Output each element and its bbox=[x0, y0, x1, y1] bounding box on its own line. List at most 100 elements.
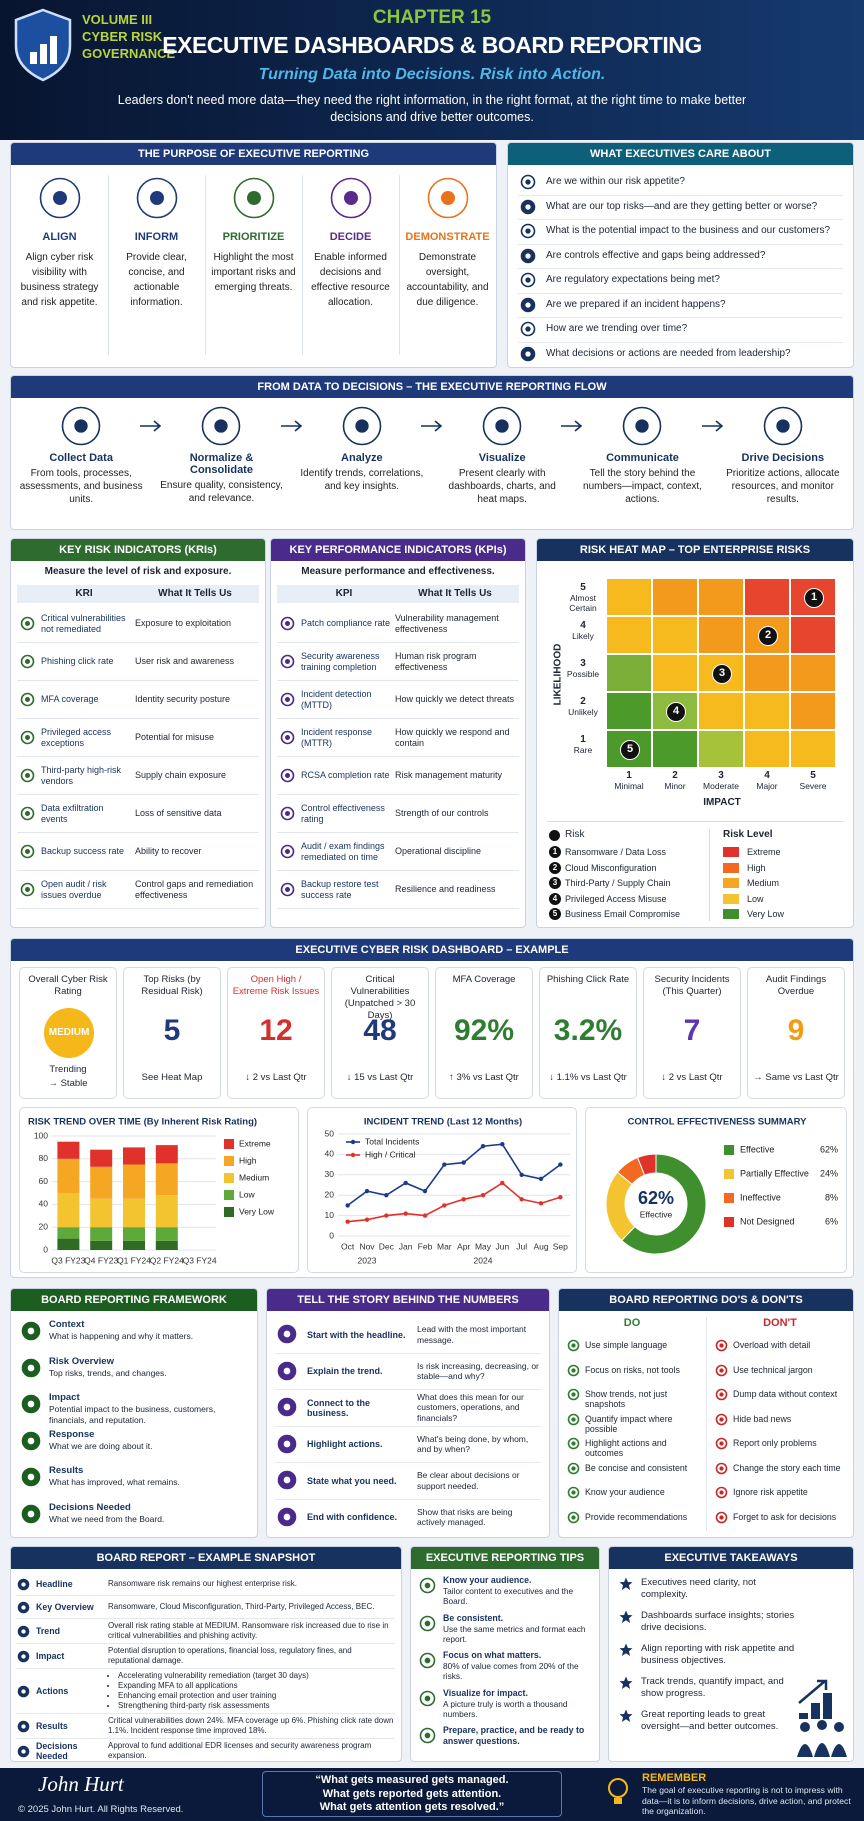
x-group-label: 2023 bbox=[358, 1255, 377, 1265]
cell: Security awareness training completion bbox=[301, 650, 380, 672]
icon-dot bbox=[283, 1513, 291, 1520]
cell: MFA coverage bbox=[41, 694, 99, 704]
cell: Incident detection (MTTD) bbox=[301, 688, 372, 710]
icon-ring bbox=[623, 406, 662, 446]
legend-swatch bbox=[723, 862, 739, 873]
graphic bbox=[619, 1577, 633, 1590]
heat-cell bbox=[745, 655, 789, 691]
icon-dot bbox=[525, 301, 531, 308]
icon-dot bbox=[525, 179, 531, 185]
row-label: Impact bbox=[36, 1651, 65, 1661]
icon-ring bbox=[715, 1364, 728, 1376]
legend-heading: Risk Level bbox=[723, 829, 773, 840]
x-tick-label: Mar bbox=[437, 1241, 452, 1251]
row-line bbox=[277, 832, 519, 833]
graphic bbox=[561, 420, 583, 432]
risk-marker: 2 bbox=[758, 626, 778, 646]
x-tick-label: Sep bbox=[553, 1241, 568, 1251]
kpi-card: Phishing Click Rate 3.2% ↓ 1.1% vs Last Qt… bbox=[539, 967, 637, 1099]
icon-dot bbox=[25, 849, 30, 854]
bullet: Strengthening third-party risk assessmen… bbox=[118, 1701, 309, 1711]
cell: Control effectiveness rating bbox=[301, 802, 385, 824]
icon-dot bbox=[25, 659, 30, 664]
graphic bbox=[419, 1690, 436, 1706]
item-name: Impact bbox=[49, 1392, 80, 1403]
legend-label: Partially Effective bbox=[740, 1168, 809, 1178]
title: EXECUTIVE DASHBOARDS & BOARD REPORTING bbox=[162, 32, 702, 58]
item-name: PRIORITIZE bbox=[222, 231, 285, 243]
item-text: What we are doing about it. bbox=[49, 1440, 153, 1451]
series-point bbox=[538, 1201, 544, 1206]
icon-dot bbox=[27, 1437, 35, 1444]
cell: How quickly we respond and contain bbox=[395, 726, 510, 748]
row-line bbox=[17, 680, 259, 681]
x-tick-label: Aug bbox=[533, 1241, 548, 1251]
deco-bar bbox=[799, 1713, 808, 1719]
step-name: Normalize & Consolidate bbox=[189, 452, 254, 476]
shield-bar bbox=[30, 52, 37, 64]
deco-bar bbox=[811, 1703, 820, 1719]
icon-ring bbox=[20, 768, 35, 783]
icon-dot bbox=[571, 1514, 576, 1520]
step-name: Collect Data bbox=[49, 452, 113, 464]
snapshot-row: Decisions Needed Approval to fund additio… bbox=[17, 1739, 395, 1761]
step-text: Tell the story behind the numbers—impact… bbox=[583, 468, 702, 505]
icon-ring bbox=[520, 174, 536, 190]
remember-text: The goal of executive reporting is not t… bbox=[642, 1785, 851, 1816]
icon-dot bbox=[285, 659, 290, 664]
card-value: 92% bbox=[453, 1014, 515, 1047]
graphic bbox=[280, 654, 295, 669]
icon-ring bbox=[715, 1413, 728, 1425]
series-point bbox=[558, 1162, 563, 1167]
panel-title: KEY RISK INDICATORS (KRIs) bbox=[11, 539, 265, 561]
icon-dot bbox=[25, 735, 30, 740]
graphic bbox=[17, 1720, 30, 1732]
panel: EXECUTIVE CYBER RISK DASHBOARD – EXAMPLE… bbox=[10, 938, 854, 1278]
card-label: Open High / Extreme Risk Issues bbox=[232, 974, 320, 997]
icon-ring bbox=[520, 223, 536, 239]
arrow bbox=[701, 420, 723, 432]
divider bbox=[706, 1317, 707, 1531]
legend-name: Third-Party / Supply Chain bbox=[565, 878, 671, 888]
bar-segment bbox=[57, 1227, 80, 1239]
icon-dot bbox=[283, 1367, 291, 1374]
cell: Open audit / risk issues overdue bbox=[41, 878, 107, 900]
snapshot-row: Results Critical vulnerabilities down 24%… bbox=[17, 1714, 395, 1739]
panel: KEY RISK INDICATORS (KRIs) Measure the le… bbox=[10, 538, 266, 928]
x-tick-label: Q4 FY23 bbox=[84, 1255, 118, 1265]
icon-dot bbox=[27, 1364, 35, 1371]
card-label: Overall Cyber Risk Rating bbox=[28, 974, 108, 997]
graphic bbox=[520, 297, 536, 312]
y-level-value: 4 bbox=[580, 620, 586, 631]
legend-name: Privileged Access Misuse bbox=[565, 893, 667, 904]
item-text: What we need from the Board. bbox=[49, 1513, 165, 1524]
x-tick-label: Jun bbox=[495, 1241, 509, 1251]
panel-title: THE PURPOSE OF EXECUTIVE REPORTING bbox=[11, 143, 496, 165]
risk-marker: 1 bbox=[804, 588, 824, 608]
donut-center-value: 62% bbox=[638, 1188, 674, 1208]
x-level: 2 Minor bbox=[649, 771, 701, 792]
panel-title: FROM DATA TO DECISIONS – THE EXECUTIVE R… bbox=[11, 376, 853, 398]
icon-dot bbox=[25, 773, 30, 778]
divider bbox=[518, 341, 843, 343]
item-text: What has improved, what remains. bbox=[49, 1477, 180, 1487]
list-item: Highlight actions and outcomes bbox=[585, 1438, 667, 1458]
card-label: Security Incidents (This Quarter) bbox=[654, 974, 730, 997]
kpi-card: Critical Vulnerabilities (Unpatched > 30… bbox=[331, 967, 429, 1099]
chart-box: CONTROL EFFECTIVENESS SUMMARY Effective 62… bbox=[585, 1107, 847, 1273]
bulb-base bbox=[614, 1798, 622, 1804]
icon-dot bbox=[149, 191, 164, 205]
bar-segment bbox=[155, 1163, 178, 1196]
tip: Visualize for impact. A picture truly is … bbox=[443, 1688, 595, 1719]
row-line bbox=[17, 832, 259, 833]
legend-swatch bbox=[724, 1169, 734, 1179]
icon-ring bbox=[715, 1511, 728, 1523]
legend-label: Medium bbox=[239, 1172, 269, 1182]
icon-dot bbox=[571, 1392, 576, 1397]
story-action: Highlight actions. bbox=[307, 1439, 383, 1449]
bullet: Enhancing email protection and user trai… bbox=[118, 1691, 309, 1701]
row-label: Headline bbox=[36, 1579, 73, 1589]
step-text: Present clearly with dashboards, charts,… bbox=[448, 468, 556, 505]
legend-name: Medium bbox=[747, 878, 780, 888]
row-text: Ransomware risk remains our highest ente… bbox=[108, 1579, 297, 1588]
